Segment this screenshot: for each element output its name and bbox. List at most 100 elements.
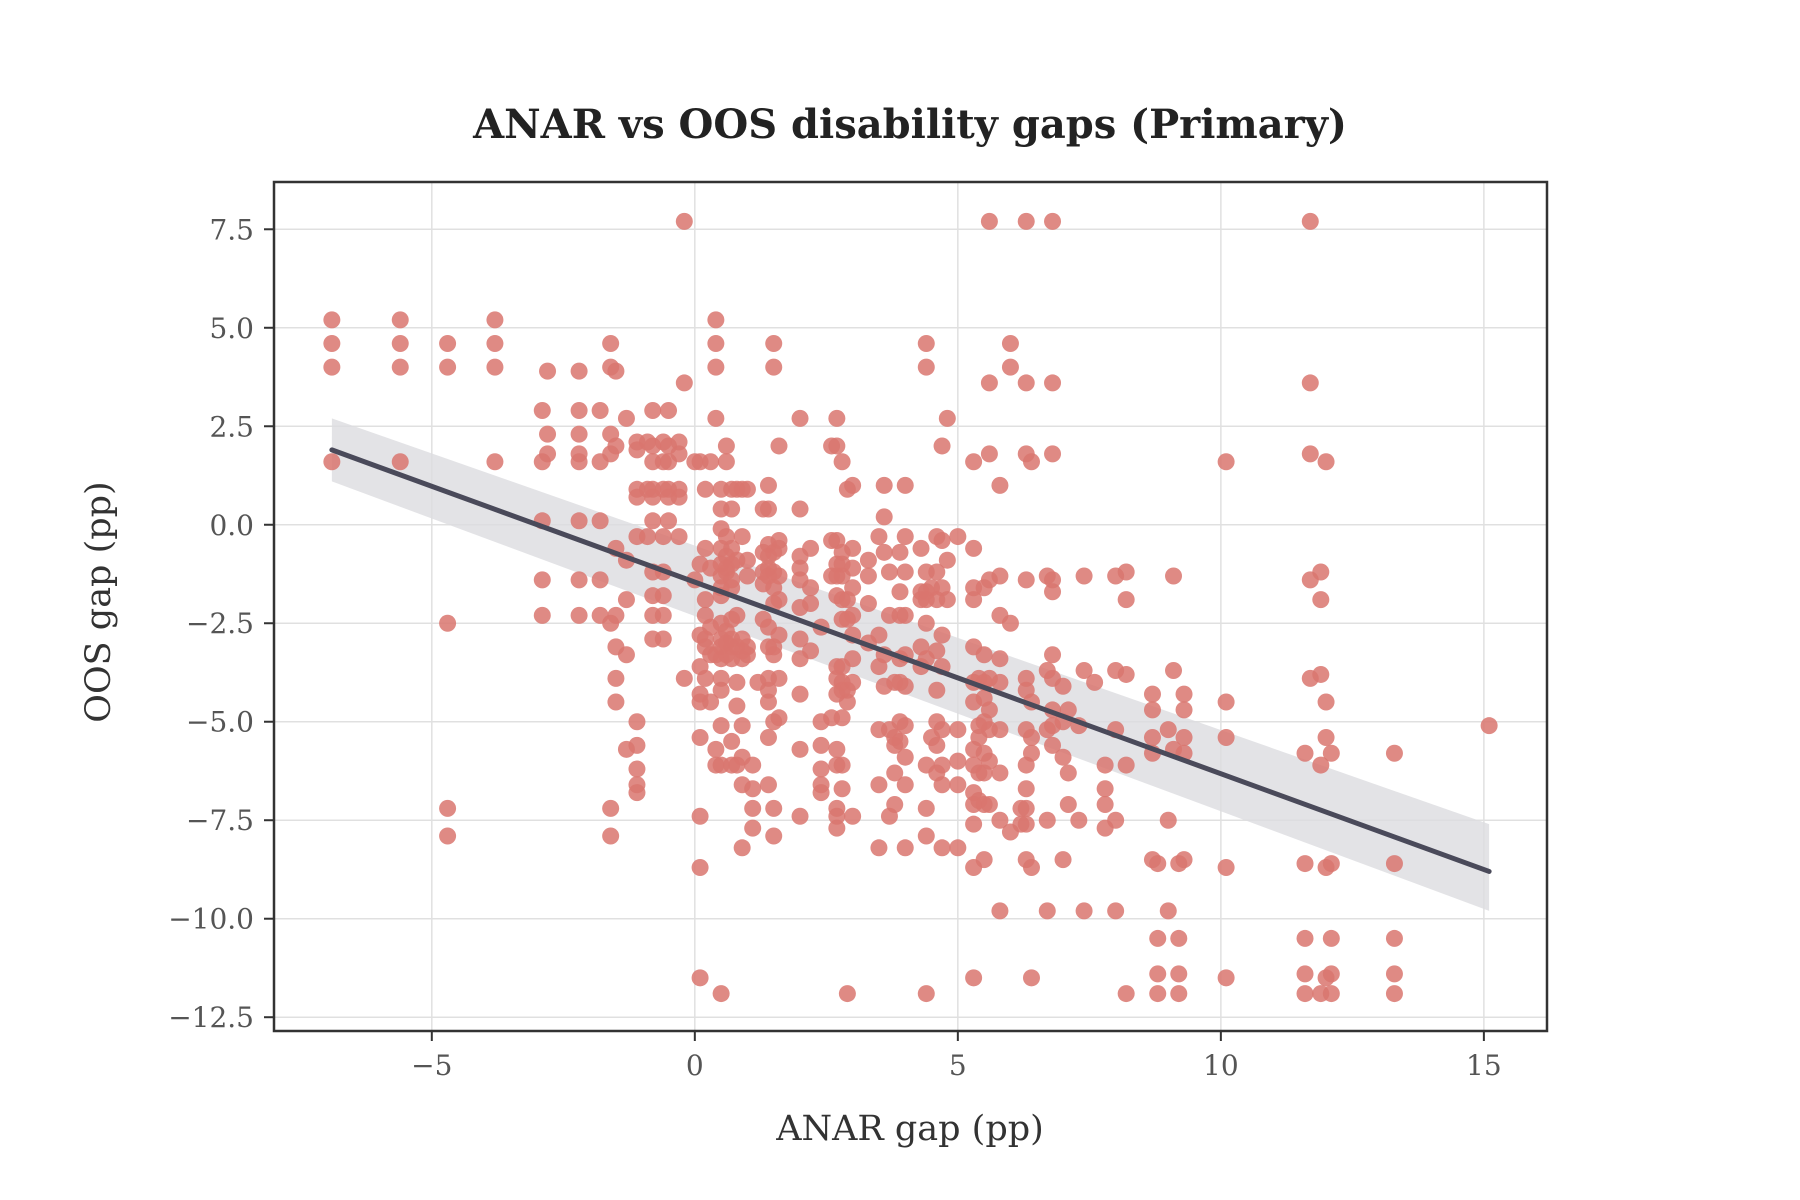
data-point [928, 681, 946, 699]
data-point [1217, 969, 1235, 987]
data-point [938, 409, 956, 427]
data-point [1170, 965, 1188, 983]
data-point [728, 673, 746, 691]
data-point [702, 453, 720, 471]
data-point [896, 528, 914, 546]
data-point [1017, 669, 1035, 687]
data-point [833, 780, 851, 798]
data-point [991, 567, 1009, 585]
data-point [896, 776, 914, 794]
data-point [1044, 374, 1062, 392]
data-point [570, 425, 588, 443]
data-point [1059, 764, 1077, 782]
data-point [628, 736, 646, 754]
data-point [975, 646, 993, 664]
data-point [539, 362, 557, 380]
data-point [870, 839, 888, 857]
data-point [712, 985, 730, 1003]
data-point [791, 807, 809, 825]
data-point [933, 437, 951, 455]
y-tick-label: −7.5 [186, 804, 254, 837]
data-point [844, 650, 862, 668]
data-point [1296, 965, 1314, 983]
data-point [812, 760, 830, 778]
data-point [886, 795, 904, 813]
data-point [707, 409, 725, 427]
chart-title: ANAR vs OOS disability gaps (Primary) [472, 101, 1347, 148]
y-tick-label: −5.0 [186, 706, 254, 739]
data-point [1322, 965, 1340, 983]
data-point [602, 335, 620, 353]
data-point [1038, 902, 1056, 920]
data-point [912, 539, 930, 557]
data-point [1017, 212, 1035, 230]
data-point [1312, 563, 1330, 581]
data-point [533, 402, 551, 420]
data-point [765, 358, 783, 376]
data-point [660, 512, 678, 530]
data-point [833, 709, 851, 727]
data-point [670, 528, 688, 546]
data-point [980, 752, 998, 770]
data-point [1165, 567, 1183, 585]
data-point [928, 563, 946, 581]
data-point [949, 752, 967, 770]
data-point [791, 500, 809, 518]
data-point [844, 559, 862, 577]
data-point [675, 669, 693, 687]
data-point [802, 642, 820, 660]
data-point [607, 669, 625, 687]
x-tick-label: 15 [1466, 1049, 1502, 1082]
data-point [859, 551, 877, 569]
data-point [1017, 780, 1035, 798]
grid [274, 182, 1547, 1031]
regression-line [329, 447, 1492, 874]
y-tick-label: 2.5 [209, 410, 254, 443]
data-point [759, 500, 777, 518]
data-point [654, 528, 672, 546]
data-point [1001, 614, 1019, 632]
data-point [391, 453, 409, 471]
data-point [812, 784, 830, 802]
data-point [928, 642, 946, 660]
data-point [838, 985, 856, 1003]
data-point [691, 969, 709, 987]
data-point [770, 709, 788, 727]
data-point [570, 362, 588, 380]
data-point [670, 488, 688, 506]
y-axis-label: OOS gap (pp) [79, 481, 119, 722]
data-point [975, 851, 993, 869]
data-point [759, 776, 777, 794]
data-point [1149, 965, 1167, 983]
data-point [1022, 859, 1040, 877]
data-point [628, 784, 646, 802]
data-point [539, 425, 557, 443]
data-point [1143, 728, 1161, 746]
data-point [1170, 985, 1188, 1003]
data-point [654, 606, 672, 624]
data-point [828, 807, 846, 825]
data-point [844, 606, 862, 624]
data-point [1044, 646, 1062, 664]
data-point [1044, 571, 1062, 589]
data-point [765, 335, 783, 353]
data-point [1001, 358, 1019, 376]
data-point [838, 693, 856, 711]
data-point [570, 571, 588, 589]
points-layer [323, 212, 1498, 1003]
data-point [707, 358, 725, 376]
data-point [712, 717, 730, 735]
data-point [1296, 744, 1314, 762]
data-point [1070, 811, 1088, 829]
data-point [1385, 929, 1403, 947]
data-point [1117, 563, 1135, 581]
data-point [770, 626, 788, 644]
data-point [859, 567, 877, 585]
data-point [870, 528, 888, 546]
data-point [949, 839, 967, 857]
data-point [802, 579, 820, 597]
data-point [323, 358, 341, 376]
data-point [738, 646, 756, 664]
